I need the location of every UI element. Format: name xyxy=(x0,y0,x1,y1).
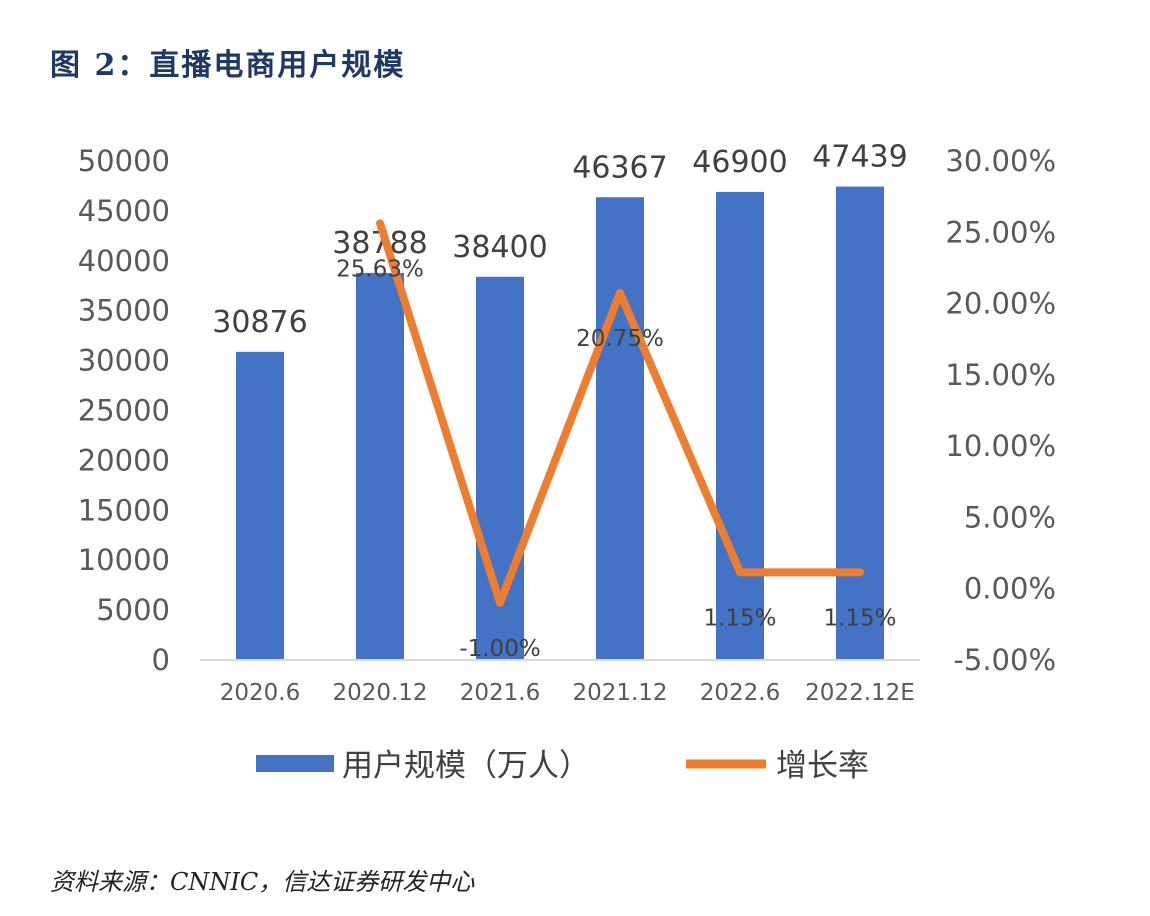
rate-value-label: 20.75% xyxy=(576,326,664,352)
x-axis-tick-label: 2021.6 xyxy=(460,680,540,706)
legend-label-bar: 用户规模（万人） xyxy=(342,748,590,784)
left-axis-tick-label: 15000 xyxy=(78,493,170,527)
right-axis-tick-label: 0.00% xyxy=(964,572,1056,606)
right-axis-tick-label: 5.00% xyxy=(964,500,1056,534)
source-note: 资料来源：CNNIC，信达证券研发中心 xyxy=(50,868,475,896)
bar-value-label: 47439 xyxy=(812,140,907,175)
right-axis-tick-label: 10.00% xyxy=(945,429,1056,463)
right-axis-ticks: -5.00% 0.00% 5.00% 10.00% 15.00% 20.00% 25.00%… xyxy=(945,144,1056,677)
bar xyxy=(716,191,764,661)
rate-value-label: -1.00% xyxy=(459,636,540,662)
left-axis-tick-label: 35000 xyxy=(78,294,170,328)
bar-value-label: 46367 xyxy=(572,150,667,185)
bar xyxy=(356,272,404,660)
bar xyxy=(236,351,284,660)
bar-series xyxy=(236,186,884,661)
legend: 用户规模（万人） 增长率 xyxy=(256,748,869,784)
growth-rate-line xyxy=(376,219,864,607)
left-axis-tick-label: 50000 xyxy=(78,144,170,178)
left-axis-tick-label: 25000 xyxy=(78,394,170,428)
bar-value-label: 30876 xyxy=(212,305,307,340)
x-axis-tick-label: 2020.6 xyxy=(220,680,300,706)
left-axis-tick-label: 10000 xyxy=(78,543,170,577)
right-axis-tick-label: 15.00% xyxy=(945,358,1056,392)
figure-title: 图 2：直播电商用户规模 xyxy=(50,48,406,83)
left-axis-tick-label: 30000 xyxy=(78,344,170,378)
x-axis-ticks: 2020.6 2020.12 2021.6 2021.12 2022.6 2022.12E xyxy=(220,680,915,706)
rate-value-label: 1.15% xyxy=(703,605,776,631)
x-axis-tick-label: 2022.12E xyxy=(805,680,915,706)
x-axis-tick-label: 2020.12 xyxy=(332,680,427,706)
right-axis-tick-label: 25.00% xyxy=(945,215,1056,249)
legend-label-line: 增长率 xyxy=(776,748,869,784)
rate-value-label: 1.15% xyxy=(823,605,896,631)
combo-chart: 0 5000 10000 15000 20000 25000 30000 35000 40000… xyxy=(78,140,1056,784)
bar xyxy=(596,197,644,661)
left-axis-tick-label: 40000 xyxy=(78,244,170,278)
bar-value-label: 46900 xyxy=(692,145,787,180)
right-axis-tick-label: 20.00% xyxy=(945,287,1056,321)
left-axis-tick-label: 20000 xyxy=(78,443,170,477)
right-axis-tick-label: -5.00% xyxy=(953,643,1056,677)
bar-value-label: 38400 xyxy=(452,230,547,265)
left-axis-tick-label: 5000 xyxy=(96,593,170,627)
bar xyxy=(836,186,884,660)
left-axis-tick-label: 45000 xyxy=(78,194,170,228)
x-axis-tick-label: 2022.6 xyxy=(700,680,780,706)
x-axis-tick-label: 2021.12 xyxy=(572,680,667,706)
line-value-labels: 25.63% -1.00% 20.75% 1.15% 1.15% xyxy=(336,256,896,662)
right-axis-tick-label: 30.00% xyxy=(945,144,1056,178)
rate-value-label: 25.63% xyxy=(336,256,424,282)
line-series xyxy=(376,219,864,607)
left-axis-ticks: 0 5000 10000 15000 20000 25000 30000 35000 40000… xyxy=(78,144,170,677)
left-axis-tick-label: 0 xyxy=(152,643,170,677)
legend-swatch-bar xyxy=(256,755,334,772)
